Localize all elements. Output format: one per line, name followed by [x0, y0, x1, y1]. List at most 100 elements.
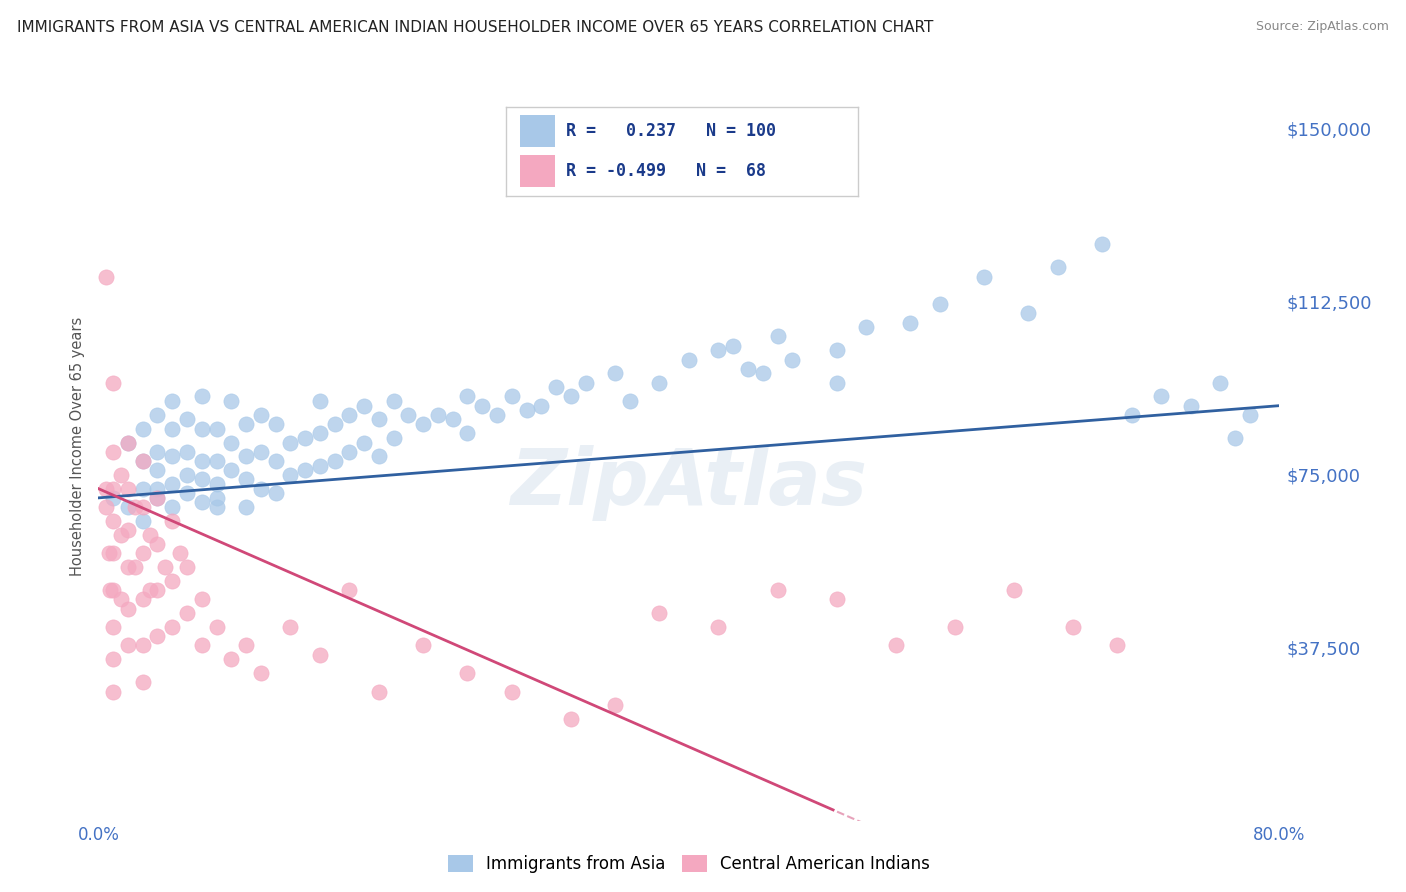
- Point: [280, 467, 302, 482]
- Point: [1209, 376, 1232, 390]
- Point: [973, 269, 995, 284]
- Point: [235, 639, 257, 653]
- Text: Source: ZipAtlas.com: Source: ZipAtlas.com: [1256, 20, 1389, 33]
- Point: [221, 435, 243, 450]
- Point: [766, 583, 789, 598]
- Point: [205, 422, 228, 436]
- Point: [205, 491, 228, 505]
- Point: [250, 482, 273, 496]
- Point: [162, 500, 183, 514]
- Point: [264, 486, 287, 500]
- Point: [546, 380, 568, 394]
- Point: [191, 454, 214, 468]
- Point: [382, 394, 405, 409]
- Point: [221, 652, 243, 666]
- Point: [1062, 620, 1084, 634]
- Point: [139, 583, 162, 598]
- Point: [501, 684, 523, 698]
- Point: [191, 422, 214, 436]
- Point: [103, 546, 125, 560]
- Point: [339, 408, 361, 422]
- Point: [205, 454, 228, 468]
- Point: [103, 491, 125, 505]
- Point: [132, 500, 155, 514]
- Point: [412, 417, 434, 431]
- Point: [368, 684, 391, 698]
- Point: [427, 408, 450, 422]
- Point: [560, 712, 582, 726]
- Point: [884, 639, 907, 653]
- Point: [132, 514, 155, 528]
- Point: [132, 422, 155, 436]
- Point: [235, 472, 257, 486]
- Point: [235, 417, 257, 431]
- Point: [221, 394, 243, 409]
- Point: [132, 454, 155, 468]
- Point: [176, 486, 198, 500]
- Point: [250, 408, 273, 422]
- Point: [1091, 237, 1114, 252]
- Point: [412, 639, 434, 653]
- Point: [146, 491, 169, 505]
- Point: [103, 620, 125, 634]
- Point: [235, 450, 257, 464]
- Point: [737, 361, 759, 376]
- Point: [117, 601, 139, 615]
- Point: [648, 376, 671, 390]
- Point: [98, 583, 121, 598]
- Point: [309, 458, 332, 473]
- Point: [117, 435, 139, 450]
- Point: [162, 574, 183, 588]
- Point: [146, 408, 169, 422]
- Point: [176, 412, 198, 426]
- Point: [309, 648, 332, 662]
- Point: [264, 454, 287, 468]
- Point: [943, 620, 966, 634]
- Point: [501, 389, 523, 403]
- Point: [723, 339, 745, 353]
- Point: [560, 389, 582, 403]
- Point: [929, 297, 952, 311]
- Point: [153, 560, 176, 574]
- Point: [486, 408, 509, 422]
- Point: [162, 514, 183, 528]
- Point: [191, 472, 214, 486]
- Point: [457, 389, 479, 403]
- Point: [97, 546, 120, 560]
- Point: [575, 376, 598, 390]
- Point: [309, 394, 332, 409]
- Point: [110, 467, 132, 482]
- Point: [678, 352, 700, 367]
- Point: [825, 343, 848, 358]
- Point: [235, 500, 257, 514]
- Point: [176, 467, 198, 482]
- Point: [124, 500, 146, 514]
- Text: IMMIGRANTS FROM ASIA VS CENTRAL AMERICAN INDIAN HOUSEHOLDER INCOME OVER 65 YEARS: IMMIGRANTS FROM ASIA VS CENTRAL AMERICAN…: [17, 20, 934, 35]
- Point: [176, 606, 198, 620]
- Point: [855, 320, 877, 334]
- Bar: [520, 115, 555, 147]
- Point: [264, 417, 287, 431]
- Point: [1239, 408, 1261, 422]
- Point: [205, 500, 228, 514]
- Point: [94, 482, 117, 496]
- Text: R =   0.237   N = 100: R = 0.237 N = 100: [565, 122, 776, 140]
- Point: [103, 684, 125, 698]
- Point: [221, 463, 243, 477]
- Point: [752, 367, 775, 381]
- Point: [1150, 389, 1173, 403]
- Point: [162, 620, 183, 634]
- Point: [368, 412, 391, 426]
- Point: [766, 329, 789, 343]
- Point: [132, 546, 155, 560]
- Point: [782, 352, 804, 367]
- Point: [441, 412, 464, 426]
- Point: [605, 367, 627, 381]
- Point: [103, 652, 125, 666]
- Point: [132, 454, 155, 468]
- Point: [353, 435, 375, 450]
- Point: [117, 500, 139, 514]
- Point: [1018, 306, 1040, 320]
- Point: [103, 482, 125, 496]
- Legend: Immigrants from Asia, Central American Indians: Immigrants from Asia, Central American I…: [441, 848, 936, 880]
